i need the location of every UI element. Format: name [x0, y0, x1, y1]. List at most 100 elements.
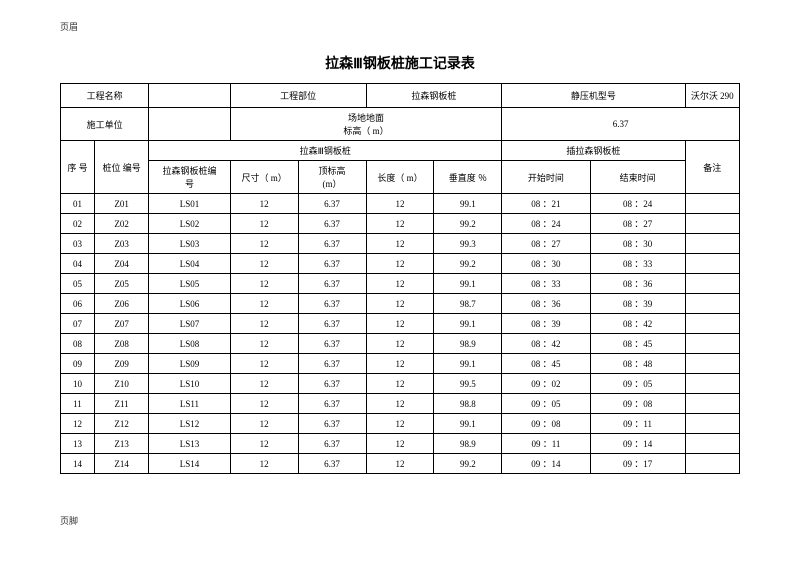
cell-size: 12: [230, 414, 298, 434]
cell-ls-no: LS08: [149, 334, 230, 354]
cell-size: 12: [230, 194, 298, 214]
cell-length: 12: [366, 414, 434, 434]
cell-length: 12: [366, 374, 434, 394]
cell-remark: [685, 334, 739, 354]
col-length: 长度（ m）: [366, 161, 434, 194]
cell-top: 6.37: [298, 314, 366, 334]
col-pile-no: 桩位 编号: [94, 141, 148, 194]
cell-length: 12: [366, 434, 434, 454]
cell-ls-no: LS12: [149, 414, 230, 434]
col-start-time: 开始时间: [502, 161, 590, 194]
cell-size: 12: [230, 454, 298, 474]
column-header-row-2: 拉森钢板桩编 号 尺寸（ m） 顶标高 (m） 长度（ m） 垂直度 ％ 开始时…: [61, 161, 740, 194]
cell-vertical: 98.7: [434, 294, 502, 314]
cell-remark: [685, 434, 739, 454]
cell-pile-no: Z10: [94, 374, 148, 394]
cell-end-time: 08 ：24: [590, 194, 685, 214]
cell-end-time: 08 ：39: [590, 294, 685, 314]
col-ls-no: 拉森钢板桩编 号: [149, 161, 230, 194]
cell-size: 12: [230, 314, 298, 334]
page-header: 页眉: [60, 20, 740, 33]
page-footer: 页脚: [60, 514, 740, 527]
cell-end-time: 08 ：48: [590, 354, 685, 374]
table-row: 01Z01LS01126.371299.108 ：2108 ：24: [61, 194, 740, 214]
cell-length: 12: [366, 274, 434, 294]
cell-seq: 09: [61, 354, 95, 374]
cell-length: 12: [366, 354, 434, 374]
cell-top: 6.37: [298, 234, 366, 254]
cell-ls-no: LS01: [149, 194, 230, 214]
cell-top: 6.37: [298, 274, 366, 294]
cell-ls-no: LS05: [149, 274, 230, 294]
cell-ls-no: LS02: [149, 214, 230, 234]
cell-seq: 10: [61, 374, 95, 394]
cell-pile-no: Z08: [94, 334, 148, 354]
table-row: 06Z06LS06126.371298.708 ：3608 ：39: [61, 294, 740, 314]
cell-remark: [685, 454, 739, 474]
cell-ls-no: LS07: [149, 314, 230, 334]
table-row: 03Z03LS03126.371299.308 ：2708 ：30: [61, 234, 740, 254]
cell-seq: 14: [61, 454, 95, 474]
cell-start-time: 09 ：08: [502, 414, 590, 434]
cell-length: 12: [366, 214, 434, 234]
cell-pile-no: Z02: [94, 214, 148, 234]
cell-start-time: 09 ：05: [502, 394, 590, 414]
cell-size: 12: [230, 394, 298, 414]
col-section-b: 插拉森钢板桩: [502, 141, 685, 161]
cell-start-time: 08 ：39: [502, 314, 590, 334]
cell-remark: [685, 214, 739, 234]
table-row: 07Z07LS07126.371299.108 ：3908 ：42: [61, 314, 740, 334]
cell-pile-no: Z11: [94, 394, 148, 414]
cell-seq: 04: [61, 254, 95, 274]
cell-top: 6.37: [298, 414, 366, 434]
cell-length: 12: [366, 294, 434, 314]
project-name-label: 工程名称: [61, 84, 149, 108]
cell-pile-no: Z04: [94, 254, 148, 274]
cell-vertical: 99.1: [434, 274, 502, 294]
cell-length: 12: [366, 334, 434, 354]
meta-row-2: 施工单位 场地地面 标高（ m） 6.37: [61, 108, 740, 141]
cell-size: 12: [230, 354, 298, 374]
cell-top: 6.37: [298, 214, 366, 234]
cell-start-time: 08 ：21: [502, 194, 590, 214]
col-size: 尺寸（ m）: [230, 161, 298, 194]
cell-start-time: 08 ：24: [502, 214, 590, 234]
cell-pile-no: Z07: [94, 314, 148, 334]
cell-end-time: 09 ：05: [590, 374, 685, 394]
cell-vertical: 99.5: [434, 374, 502, 394]
cell-top: 6.37: [298, 354, 366, 374]
cell-remark: [685, 234, 739, 254]
col-section-a: 拉森Ⅲ钢板桩: [149, 141, 502, 161]
cell-pile-no: Z01: [94, 194, 148, 214]
construction-unit-label: 施工单位: [61, 108, 149, 141]
col-top: 顶标高 (m）: [298, 161, 366, 194]
cell-end-time: 08 ：42: [590, 314, 685, 334]
cell-end-time: 08 ：33: [590, 254, 685, 274]
cell-start-time: 08 ：27: [502, 234, 590, 254]
cell-seq: 01: [61, 194, 95, 214]
col-seq: 序 号: [61, 141, 95, 194]
cell-ls-no: LS13: [149, 434, 230, 454]
cell-start-time: 08 ：30: [502, 254, 590, 274]
cell-seq: 08: [61, 334, 95, 354]
cell-remark: [685, 294, 739, 314]
cell-top: 6.37: [298, 294, 366, 314]
cell-pile-no: Z13: [94, 434, 148, 454]
cell-vertical: 99.2: [434, 214, 502, 234]
cell-remark: [685, 354, 739, 374]
cell-vertical: 99.2: [434, 254, 502, 274]
cell-top: 6.37: [298, 334, 366, 354]
col-remark: 备注: [685, 141, 739, 194]
cell-vertical: 99.1: [434, 414, 502, 434]
cell-size: 12: [230, 334, 298, 354]
table-row: 04Z04LS04126.371299.208 ：3008 ：33: [61, 254, 740, 274]
cell-size: 12: [230, 274, 298, 294]
cell-size: 12: [230, 214, 298, 234]
cell-vertical: 99.2: [434, 454, 502, 474]
cell-top: 6.37: [298, 254, 366, 274]
cell-size: 12: [230, 374, 298, 394]
cell-pile-no: Z06: [94, 294, 148, 314]
table-row: 02Z02LS02126.371299.208 ：2408 ：27: [61, 214, 740, 234]
machine-value: 沃尔沃 290: [685, 84, 739, 108]
cell-pile-no: Z12: [94, 414, 148, 434]
